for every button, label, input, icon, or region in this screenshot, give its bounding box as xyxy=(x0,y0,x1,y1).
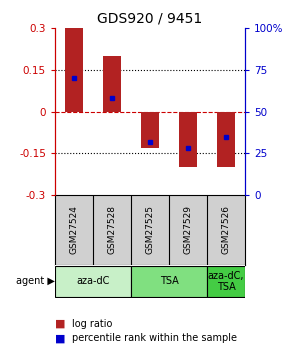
Text: GSM27526: GSM27526 xyxy=(221,206,231,255)
Text: agent ▶: agent ▶ xyxy=(16,276,55,286)
Bar xyxy=(103,56,121,111)
Bar xyxy=(131,266,207,297)
Text: TSA: TSA xyxy=(160,276,178,286)
Text: percentile rank within the sample: percentile rank within the sample xyxy=(72,333,237,343)
Text: GSM27525: GSM27525 xyxy=(145,206,155,255)
Bar xyxy=(55,266,131,297)
Bar xyxy=(65,28,82,111)
Bar xyxy=(207,266,245,297)
Bar xyxy=(142,111,158,148)
Text: GSM27524: GSM27524 xyxy=(69,206,78,254)
Text: ■: ■ xyxy=(55,333,65,343)
Text: ■: ■ xyxy=(55,319,65,329)
Text: GSM27529: GSM27529 xyxy=(184,206,192,255)
Text: aza-dC,
TSA: aza-dC, TSA xyxy=(208,271,244,292)
Bar xyxy=(179,111,197,167)
Text: GSM27528: GSM27528 xyxy=(108,206,116,255)
Bar xyxy=(218,111,235,167)
Text: aza-dC: aza-dC xyxy=(76,276,110,286)
Text: log ratio: log ratio xyxy=(72,319,112,329)
Title: GDS920 / 9451: GDS920 / 9451 xyxy=(97,11,203,26)
